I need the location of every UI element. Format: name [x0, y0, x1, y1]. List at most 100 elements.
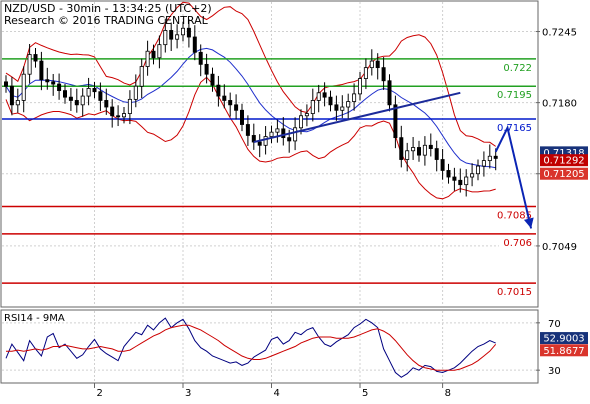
candle-body [222, 95, 227, 101]
level-label-bg [492, 88, 534, 101]
candle-body [245, 124, 250, 136]
candle-body [122, 113, 127, 118]
candle-body [151, 50, 156, 59]
candle-body [133, 85, 138, 100]
candle-body [363, 67, 368, 79]
time-axis-label: 4 [274, 388, 280, 399]
candle-body [145, 50, 150, 67]
candle-body [51, 81, 56, 85]
rsi-y-axis: 70 30 [536, 319, 561, 377]
price-axis-label: 0.7245 [542, 28, 577, 39]
candle-body [216, 84, 221, 97]
level-label-resistance: 0.7195 [497, 90, 532, 101]
candle-body [175, 34, 180, 40]
candle-body [346, 101, 351, 108]
rsi-axis-label: 70 [548, 319, 561, 330]
time-x-axis: 2 3 4 5 8 [94, 383, 451, 399]
time-axis-label: 5 [362, 388, 368, 399]
level-label-support: 0.7015 [497, 287, 532, 298]
rsi-tag-rsi [540, 332, 588, 345]
candle-body [475, 165, 480, 175]
price-axis-label: 0.7180 [542, 99, 577, 110]
level-label-resistance: 0.722 [503, 63, 532, 74]
candle-body [493, 155, 498, 159]
candlesticks [4, 18, 498, 197]
candle-body [452, 176, 457, 181]
bollinger-bands [5, 1, 496, 200]
candle-body [470, 173, 475, 178]
candle-body [387, 80, 392, 106]
rsi-lines [5, 317, 497, 378]
candle-body [322, 92, 327, 98]
candle-body [357, 78, 362, 95]
rsi-ma-line [6, 324, 497, 371]
candle-body [180, 27, 185, 36]
candle-body [186, 27, 191, 38]
candle-body [80, 95, 85, 106]
candle-body [192, 36, 197, 53]
moving-average-line [5, 47, 496, 169]
candle-body [9, 85, 14, 106]
candle-body [204, 63, 209, 75]
candle-body [487, 155, 492, 162]
forecast-arrow-layer [494, 124, 534, 229]
candle-body [257, 141, 262, 146]
price-tag-low [540, 167, 588, 180]
level-label-support: 0.706 [503, 238, 532, 249]
candle-body [269, 131, 274, 137]
upper-band-line [5, 1, 496, 147]
ascending-trend-line [253, 91, 461, 143]
candle-body [428, 144, 433, 149]
candle-body [116, 115, 121, 118]
price-tag-label-current: 0.71292 [543, 156, 584, 167]
candle-body [340, 106, 345, 111]
candle-body [304, 113, 309, 117]
candle-body [33, 54, 38, 62]
candle-body [98, 91, 103, 101]
level-label-bg [492, 208, 534, 221]
candle-body [369, 60, 374, 69]
level-label-bg [492, 121, 534, 134]
candle-body [293, 127, 298, 142]
lower-band-line [5, 76, 496, 200]
candle-body [15, 100, 20, 106]
candle-body [310, 100, 315, 114]
candle-body [45, 79, 50, 83]
candle-body [139, 66, 144, 87]
candle-body [316, 92, 321, 101]
candle-body [92, 88, 97, 93]
rsi-panel-frame [0, 309, 539, 384]
time-axis-label: 2 [97, 388, 103, 399]
chart-copyright: Research © 2016 TRADING CENTRAL [4, 14, 209, 27]
price-panel-frame [0, 0, 539, 308]
trend-line-layer [253, 91, 461, 143]
candle-body [68, 96, 73, 101]
candle-body [281, 128, 286, 139]
candle-body [127, 98, 132, 114]
candle-body [104, 100, 109, 108]
level-label-pivot: 0.7165 [497, 123, 532, 134]
time-axis-label: 3 [185, 388, 191, 399]
candle-body [328, 96, 333, 106]
level-label-bg [499, 235, 534, 248]
candle-body [275, 128, 280, 133]
forecast-arrow-line [494, 124, 533, 229]
candle-body [422, 144, 427, 156]
candle-body [416, 147, 421, 156]
candle-body [86, 88, 91, 97]
level-label-support: 0.7085 [497, 211, 532, 222]
candle-body [352, 93, 357, 102]
candle-body [210, 73, 215, 86]
candle-body [399, 137, 404, 160]
candle-body [21, 73, 26, 101]
candle-body [381, 67, 386, 82]
time-axis-label: 8 [445, 388, 451, 399]
support-resistance-levels: 0.722 0.7195 0.7165 0.7085 0.706 0.7015 [2, 58, 536, 298]
rsi-tag-label-rsi: 52.9003 [543, 334, 584, 345]
candle-body [334, 104, 339, 111]
candle-body [375, 60, 380, 69]
